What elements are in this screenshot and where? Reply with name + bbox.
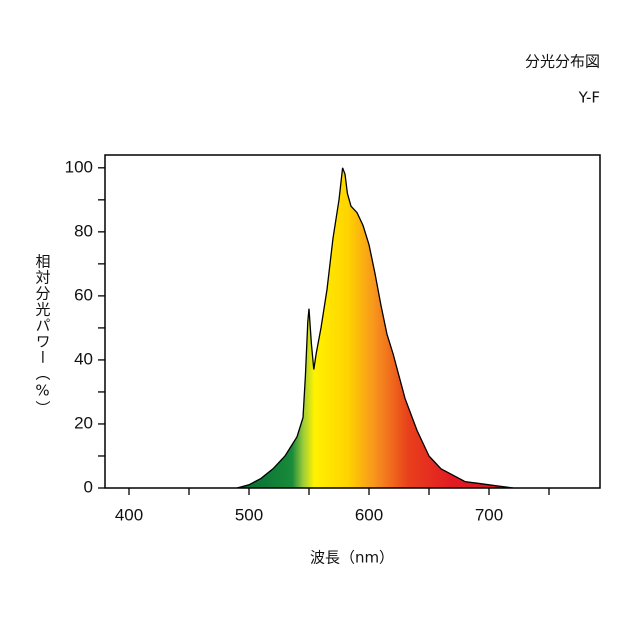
plot-frame [104, 154, 601, 489]
y-tick-label: 80 [74, 221, 93, 240]
y-axis-label: 相対分光パワー（%） [34, 254, 52, 417]
x-tick-label: 600 [355, 505, 383, 524]
area [237, 167, 513, 489]
line [236, 167, 514, 489]
x-tick-label: 700 [475, 505, 503, 524]
y-tick-label: 20 [74, 413, 93, 432]
chart-title: 分光分布図 [525, 53, 600, 71]
chart-subtitle: Y-F [578, 89, 600, 107]
x-axis-label: 波長（nm） [310, 549, 394, 567]
y-tick-label: 40 [74, 349, 93, 368]
y-tick-label: 0 [84, 477, 93, 496]
y-tick-label: 100 [65, 157, 93, 176]
x-tick-label: 400 [115, 505, 143, 524]
x-tick-label: 500 [235, 505, 263, 524]
y-tick-label: 60 [74, 285, 93, 304]
